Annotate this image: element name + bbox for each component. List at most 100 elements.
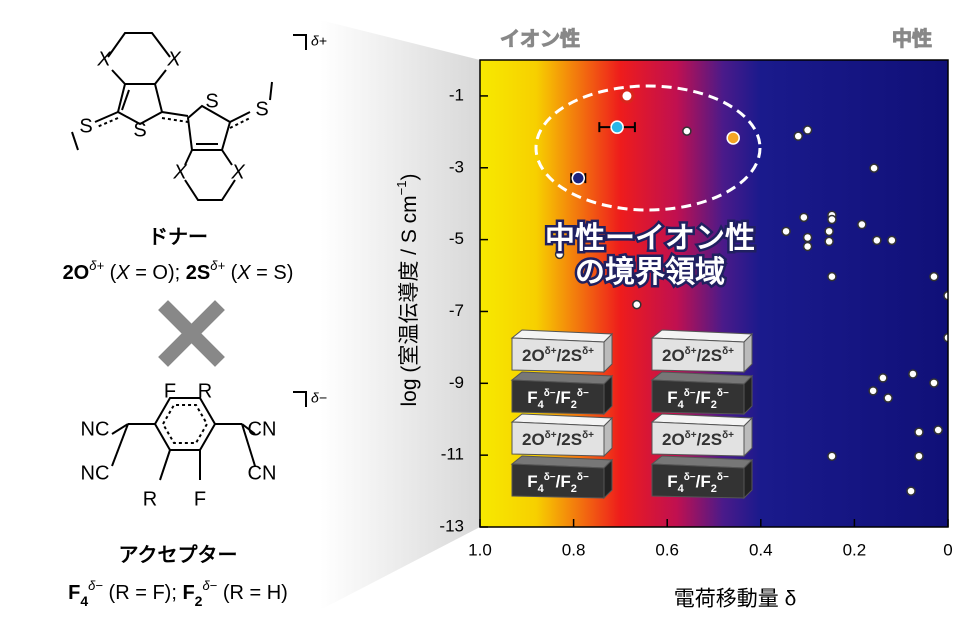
data-point <box>827 271 837 282</box>
atom-label: NC <box>81 418 110 440</box>
atom-label: S <box>255 98 268 120</box>
atom-label: S <box>79 115 92 137</box>
data-point <box>610 120 624 134</box>
block-label-part: 4 <box>678 399 685 411</box>
block-label-part: δ− <box>717 472 729 483</box>
block-label-part: /F <box>696 472 711 491</box>
caption-part: F <box>182 582 194 604</box>
caption-part: 2 <box>195 593 203 609</box>
caption-part: (R = F); <box>103 582 182 604</box>
zoom-fan <box>320 20 480 610</box>
x-axis-label: 電荷移動量 δ <box>674 588 797 611</box>
block-label: F4δ−/F2δ− <box>667 388 729 411</box>
data-point <box>824 226 834 237</box>
layer-stacks: 2Oδ+/2Sδ+F4δ−/F2δ−2Oδ+/2Sδ+F4δ−/F2δ−2Oδ+… <box>510 329 754 500</box>
data-point <box>883 393 893 403</box>
data-point <box>908 369 918 379</box>
data-point <box>933 425 943 435</box>
data-point <box>827 451 837 461</box>
block-side <box>743 416 753 458</box>
data-point <box>868 386 878 396</box>
caption-part: δ− <box>202 578 217 593</box>
block-label-part: /F <box>556 388 571 407</box>
block-label-part: 2 <box>711 483 717 495</box>
data-point <box>887 235 897 246</box>
caption-part: δ+ <box>89 258 104 273</box>
data-point <box>802 125 813 135</box>
atom-label: X <box>96 48 111 70</box>
block-label: 2Oδ+/2Sδ+ <box>522 430 594 449</box>
data-point <box>632 299 642 310</box>
acceptor-structure <box>111 397 256 481</box>
data-point <box>827 214 837 225</box>
block-label-part: 2 <box>571 399 577 411</box>
y-tick-label: -9 <box>449 373 464 392</box>
y-axis-label: log (室温伝導度 / S cm−1) <box>394 173 421 406</box>
block-label-part: δ+ <box>722 430 734 441</box>
atom-label: R <box>198 380 212 402</box>
block-label-part: F <box>667 388 677 407</box>
block-label-part: δ− <box>577 472 589 483</box>
annotation: の境界領域 <box>575 255 725 289</box>
data-point <box>554 249 565 260</box>
data-point <box>869 163 879 173</box>
x-tick-label: 0.2 <box>843 540 867 559</box>
block-label: F4δ−/F2δ− <box>527 388 589 411</box>
block-label-part: 2O <box>522 346 545 365</box>
cross-mark <box>158 300 225 367</box>
charge: δ− <box>311 390 327 406</box>
block-side <box>603 458 613 500</box>
x-tick-label: 0.8 <box>562 540 586 559</box>
caption-part: δ− <box>88 578 103 593</box>
block-label: 2Oδ+/2Sδ+ <box>662 346 734 365</box>
caption-part: 2S <box>186 262 210 284</box>
caption-part: 4 <box>80 593 88 609</box>
y-tick-label: -3 <box>449 157 464 176</box>
block-side <box>743 374 753 416</box>
block-label: 2Oδ+/2Sδ+ <box>522 346 594 365</box>
data-point <box>571 171 586 185</box>
block-label-part: δ− <box>577 388 589 399</box>
data-point <box>914 451 924 461</box>
block-label-part: δ+ <box>582 346 594 357</box>
x-tick-label: 0 <box>943 540 952 559</box>
data-point <box>857 219 867 230</box>
atom-label: X <box>230 161 245 183</box>
donor-caption: 2Oδ+ (X = O); 2Sδ+ (X = S) <box>63 258 294 284</box>
data-point <box>726 131 740 145</box>
block-label-part: 4 <box>538 483 545 495</box>
atom-label: F <box>164 380 176 402</box>
block-label-part: δ+ <box>582 430 594 441</box>
x-tick-label: 0.4 <box>749 540 773 559</box>
block-label: F4δ−/F2δ− <box>527 472 589 495</box>
annotation: 中性ーイオン性 <box>545 222 755 255</box>
block-label: F4δ−/F2δ− <box>667 472 729 495</box>
data-point <box>802 232 813 243</box>
atom-label: S <box>205 90 218 112</box>
y-tick-label: -5 <box>449 229 464 248</box>
y-tick-label: -7 <box>449 301 464 320</box>
y-label-part: ) <box>398 173 421 180</box>
donor-title: ドナー <box>148 226 208 248</box>
caption-part: (R = H) <box>217 582 288 604</box>
data-point <box>824 236 834 247</box>
data-point <box>619 88 635 104</box>
block-label-part: δ− <box>684 472 696 483</box>
data-point <box>793 131 803 141</box>
block-label-part: 2O <box>522 430 545 449</box>
x-tick-label: 0.6 <box>655 540 679 559</box>
boundary-ellipse <box>534 84 762 212</box>
atom-label: X <box>166 48 181 70</box>
data-point <box>799 212 809 223</box>
data-point <box>682 126 692 136</box>
y-tick-label: -13 <box>439 516 464 535</box>
block-label-part: F <box>527 388 537 407</box>
caption-part: 2O <box>63 262 90 284</box>
plot <box>554 88 948 496</box>
block-label-part: F <box>667 472 677 491</box>
block-label-part: /2S <box>697 430 723 449</box>
x-tick-label: 1.0 <box>468 540 492 559</box>
block-label: 2Oδ+/2Sδ+ <box>662 430 734 449</box>
caption-part: F <box>68 582 80 604</box>
block-label-part: 4 <box>678 483 685 495</box>
